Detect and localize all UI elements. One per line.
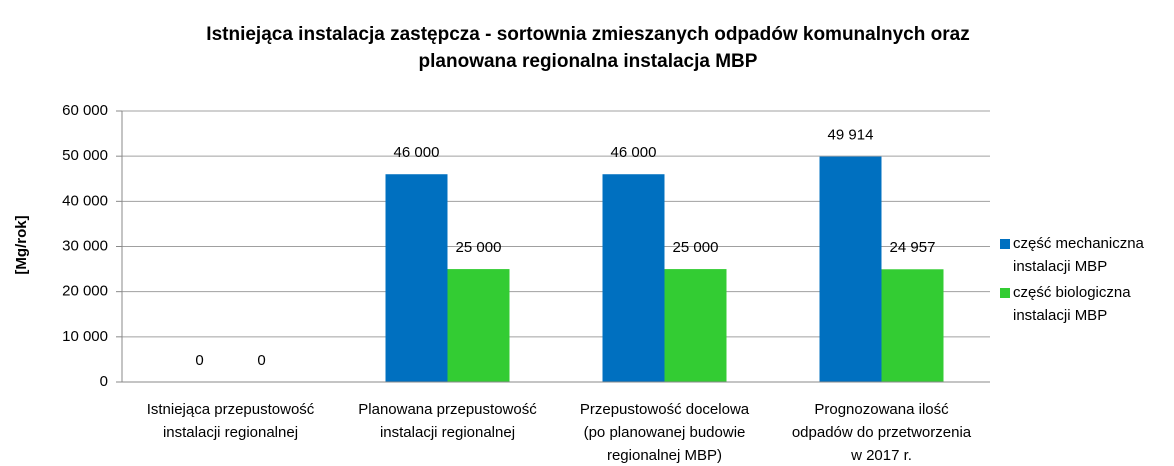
x-tick-label: Prognozowana ilość [814, 401, 949, 418]
bar [602, 174, 665, 382]
x-tick-label: w 2017 r. [850, 447, 912, 464]
chart-title: Istniejąca instalacja zastępcza - sortow… [206, 24, 969, 45]
y-axis-label: [Mg/rok] [13, 215, 30, 274]
data-label: 0 [257, 352, 265, 369]
data-label: 46 000 [394, 144, 440, 161]
x-tick-label: (po planowanej budowie [584, 424, 746, 441]
y-tick-label: 30 000 [62, 237, 108, 254]
x-tick-label: odpadów do przetworzenia [792, 424, 972, 441]
y-tick-label: 20 000 [62, 283, 108, 300]
x-tick-label: instalacji regionalnej [163, 424, 298, 441]
y-tick-label: 60 000 [62, 102, 108, 119]
bar [385, 174, 448, 382]
data-label: 0 [195, 352, 203, 369]
chart-title: planowana regionalna instalacja MBP [419, 51, 758, 72]
bar [819, 156, 882, 382]
y-tick-label: 0 [100, 373, 108, 390]
bar [664, 269, 727, 382]
data-label: 46 000 [611, 144, 657, 161]
x-tick-label: instalacji regionalnej [380, 424, 515, 441]
legend-swatch [1000, 239, 1010, 249]
legend-label: instalacji MBP [1013, 258, 1107, 275]
y-tick-label: 50 000 [62, 147, 108, 164]
data-label: 49 914 [828, 127, 874, 144]
y-tick-label: 40 000 [62, 192, 108, 209]
legend-swatch [1000, 288, 1010, 298]
y-tick-label: 10 000 [62, 328, 108, 345]
legend-label: instalacji MBP [1013, 307, 1107, 324]
bar [447, 269, 510, 382]
legend-label: część biologiczna [1013, 284, 1131, 301]
data-label: 25 000 [673, 239, 719, 256]
data-label: 24 957 [890, 239, 936, 256]
x-tick-label: Przepustowość docelowa [580, 401, 750, 418]
bar [881, 269, 944, 382]
data-label: 25 000 [456, 239, 502, 256]
legend-label: część mechaniczna [1013, 235, 1145, 252]
x-tick-label: regionalnej MBP) [607, 447, 722, 464]
x-tick-label: Istniejąca przepustowość [147, 401, 315, 418]
x-tick-label: Planowana przepustowość [358, 401, 537, 418]
